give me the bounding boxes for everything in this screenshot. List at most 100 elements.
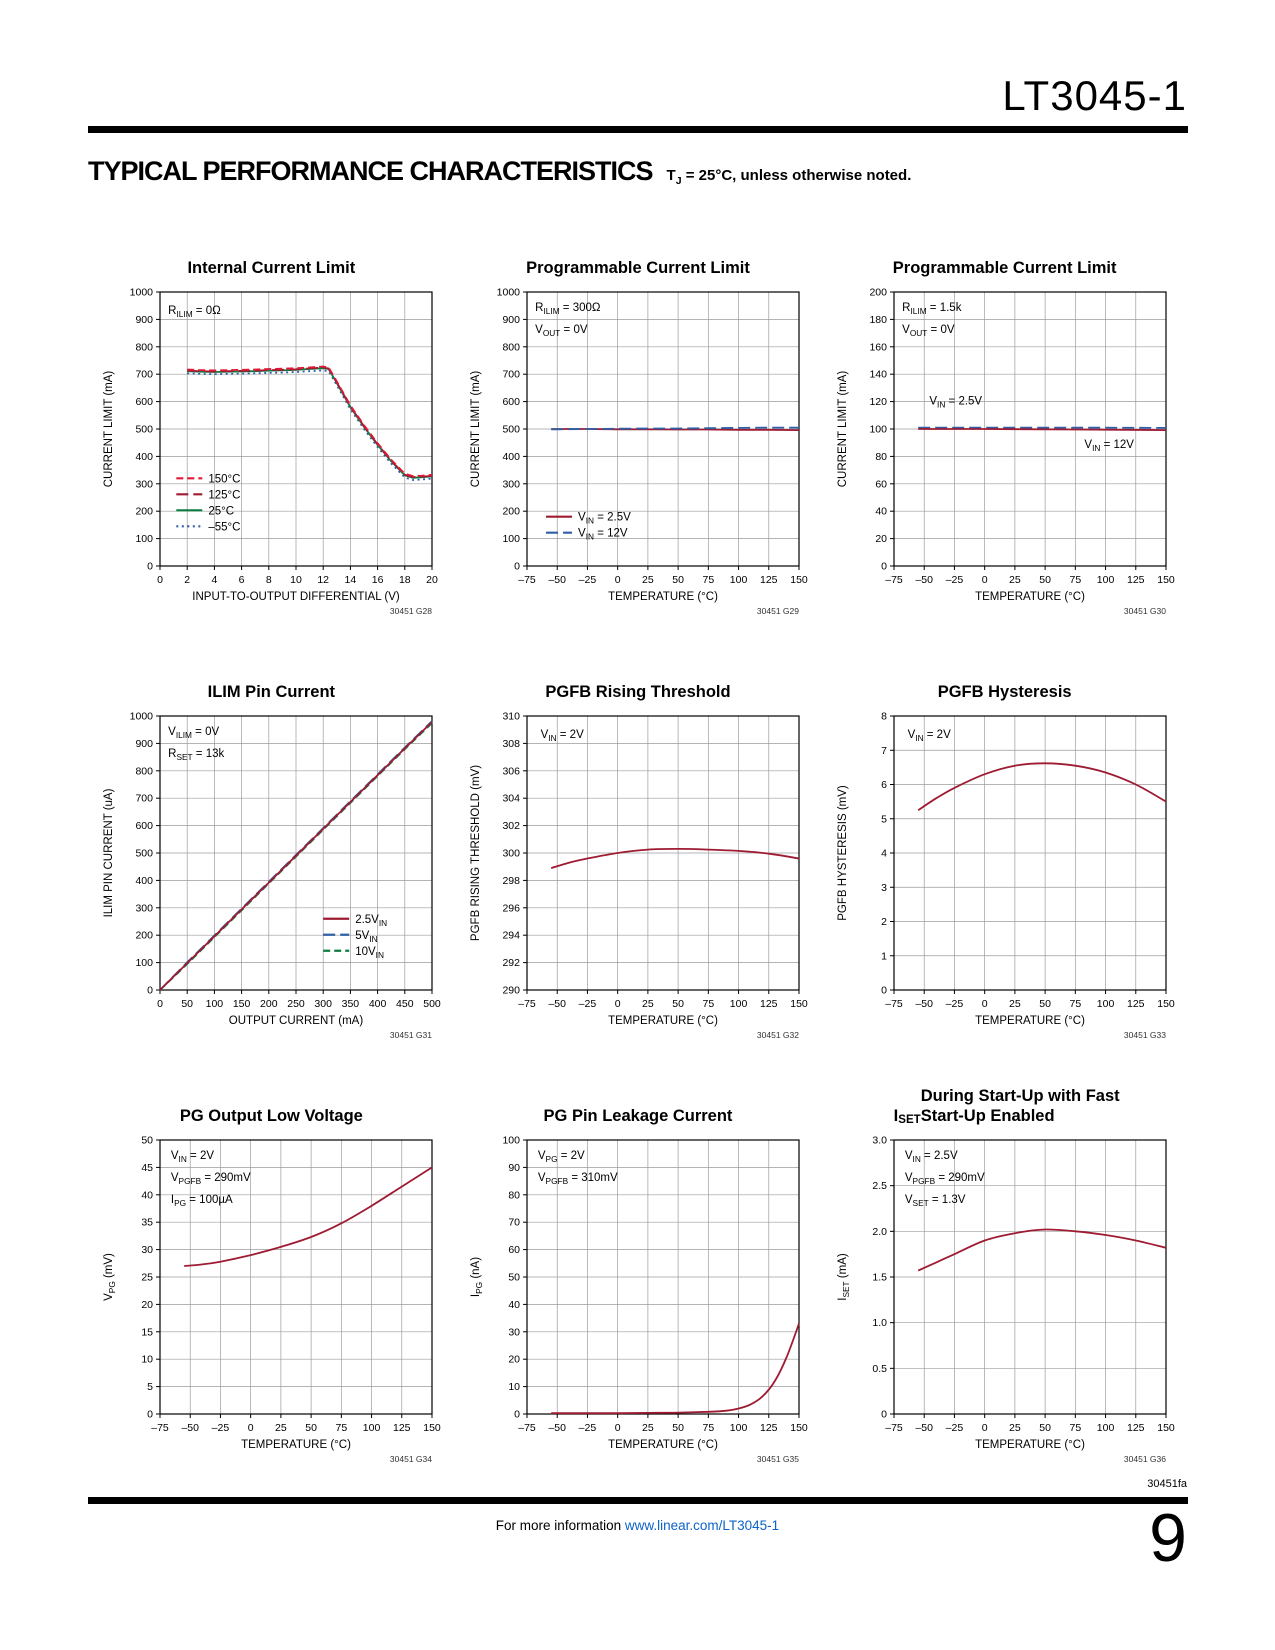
y-tick-label: 400 xyxy=(136,451,154,463)
footer-info: For more information www.linear.com/LT30… xyxy=(0,1518,1275,1533)
chart-title: PGFB Rising Threshold xyxy=(545,683,731,702)
chart-title: Programmable Current Limit xyxy=(892,259,1117,278)
y-tick-label: 1.0 xyxy=(872,1317,887,1329)
y-axis-label: PGFB RISING THRESHOLD (mV) xyxy=(470,765,482,941)
y-tick-label: 40 xyxy=(875,506,887,518)
chart-canvas: –75 –50 –25 0 25 50 75 100 125 150 290 292 294 296 298… xyxy=(470,711,808,1041)
series-line xyxy=(550,847,800,869)
y-tick-label: 2.5 xyxy=(872,1180,887,1192)
y-tick-label: 8 xyxy=(881,711,887,723)
y-tick-label: 298 xyxy=(502,875,520,887)
y-axis-label: CURRENT LIMIT (mA) xyxy=(103,371,115,488)
y-tick-label: 20 xyxy=(142,1299,154,1311)
legend-label: 25°C xyxy=(209,505,235,517)
x-tick-label: 125 xyxy=(1127,998,1145,1010)
legend: VIN = 2.5V VIN = 12V xyxy=(546,512,631,542)
plot-border xyxy=(893,1139,1167,1415)
y-tick-label: 1000 xyxy=(130,711,154,723)
x-tick-label: 150 xyxy=(1157,998,1175,1010)
series-line xyxy=(551,1323,800,1415)
y-tick-label: 4 xyxy=(881,848,887,860)
legend: 150°C 125°C 25°C –55°C xyxy=(176,473,241,533)
x-axis-label: TEMPERATURE (°C) xyxy=(975,591,1085,603)
y-tick-label: 0 xyxy=(147,985,153,997)
x-tick-label: –25 xyxy=(579,998,597,1010)
plot-annotation: VPG = 2V xyxy=(538,1150,585,1164)
plot-annotation: IPG = 100µA xyxy=(171,1194,233,1208)
y-tick-label: 400 xyxy=(136,875,154,887)
axes xyxy=(522,291,800,570)
x-tick-label: 0 xyxy=(981,574,987,586)
series xyxy=(917,426,1166,431)
plot-annotation: VOUT = 0V xyxy=(902,324,955,338)
x-tick-label: 50 xyxy=(672,1422,684,1434)
x-tick-label: 12 xyxy=(318,574,330,586)
plot-border xyxy=(893,715,1167,991)
x-tick-label: 200 xyxy=(260,998,278,1010)
series xyxy=(551,426,799,431)
x-tick-label: 150 xyxy=(790,574,808,586)
y-tick-label: 100 xyxy=(136,533,154,545)
x-tick-label: 100 xyxy=(363,1422,381,1434)
series xyxy=(551,1323,800,1415)
plot-border xyxy=(159,1139,433,1415)
y-tick-label: 10 xyxy=(142,1354,154,1366)
axes xyxy=(889,715,1167,994)
plot-border xyxy=(893,291,1167,567)
x-tick-label: –75 xyxy=(885,998,903,1010)
x-tick-label: –25 xyxy=(945,998,963,1010)
y-tick-label: 50 xyxy=(508,1272,520,1284)
legend-label: VIN = 12V xyxy=(578,528,628,542)
x-tick-label: –75 xyxy=(518,1422,536,1434)
plot-border xyxy=(526,291,800,567)
charts-grid: Internal Current Limit 0 2 4 6 8 10 12 14 16 18 20… xyxy=(88,238,1188,1470)
x-tick-label: 0 xyxy=(615,574,621,586)
x-tick-label: –75 xyxy=(885,1422,903,1434)
series xyxy=(917,1228,1166,1272)
chart-title: I SET During Start-Up with Fast Start-Up E… xyxy=(893,1086,1120,1126)
y-tick-label: 500 xyxy=(136,424,154,436)
x-tick-label: 25 xyxy=(1009,998,1021,1010)
chart-pg-pin-leakage-current: PG Pin Leakage Current –75 –50 –25 0 25 50 75 1… xyxy=(455,1086,822,1470)
grid xyxy=(893,1140,1166,1414)
footer-rule xyxy=(88,1497,1188,1504)
x-tick-label: 150 xyxy=(790,998,808,1010)
series xyxy=(159,720,433,991)
x-tick-label: 16 xyxy=(372,574,384,586)
x-tick-label: 50 xyxy=(672,574,684,586)
y-tick-label: 30 xyxy=(508,1326,520,1338)
series xyxy=(184,1166,433,1267)
y-tick-label: 160 xyxy=(869,341,887,353)
y-tick-label: 700 xyxy=(136,793,154,805)
y-tick-label: 1000 xyxy=(497,287,521,299)
y-axis-label: CURRENT LIMIT (mA) xyxy=(470,371,482,488)
x-tick-label: 125 xyxy=(760,1422,778,1434)
series-line xyxy=(917,1228,1166,1272)
plot-annotation: VOUT = 0V xyxy=(535,324,588,338)
y-tick-label: 100 xyxy=(869,424,887,436)
header-rule xyxy=(88,126,1188,133)
chart-canvas: –75 –50 –25 0 25 50 75 100 125 150 0 0.5 1.0 1.5 2.0 2.… xyxy=(837,1135,1175,1465)
footer-link[interactable]: www.linear.com/LT3045-1 xyxy=(624,1518,780,1533)
y-tick-label: 300 xyxy=(136,478,154,490)
x-tick-label: 100 xyxy=(730,574,748,586)
y-tick-label: 0 xyxy=(881,1409,887,1421)
y-tick-label: 70 xyxy=(508,1217,520,1229)
y-tick-label: 90 xyxy=(508,1162,520,1174)
series xyxy=(550,847,800,869)
x-tick-label: 75 xyxy=(702,1422,714,1434)
x-tick-label: 150 xyxy=(790,1422,808,1434)
series-line xyxy=(159,721,433,991)
x-tick-label: 0 xyxy=(157,574,163,586)
y-tick-label: 25 xyxy=(142,1272,154,1284)
y-tick-label: 60 xyxy=(508,1244,520,1256)
chart-ilim-pin-current: ILIM Pin Current 0 50 100 150 200 250 300 350 40… xyxy=(88,662,455,1046)
x-tick-label: 75 xyxy=(1069,574,1081,586)
y-tick-label: 0 xyxy=(881,561,887,573)
plot-annotation: VSET = 1.3V xyxy=(905,1194,966,1208)
grid xyxy=(893,716,1166,990)
x-tick-label: 10 xyxy=(290,574,302,586)
y-tick-label: 900 xyxy=(136,314,154,326)
y-tick-label: 100 xyxy=(136,957,154,969)
series xyxy=(917,762,1167,811)
